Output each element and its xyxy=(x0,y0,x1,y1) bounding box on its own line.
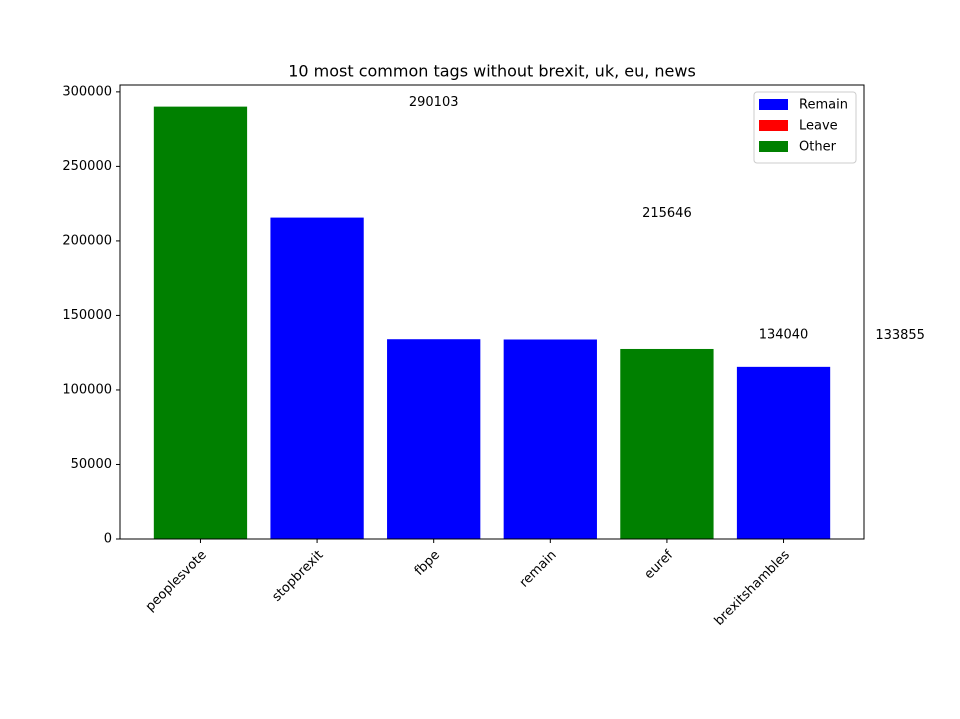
bar xyxy=(503,339,597,539)
x-tick-label: fbpe xyxy=(412,548,443,579)
x-tick-label: stopbrexit xyxy=(269,548,326,605)
legend-label: Remain xyxy=(799,98,848,113)
y-tick-label: 300000 xyxy=(62,84,112,99)
bar xyxy=(153,106,248,539)
bar xyxy=(736,366,831,539)
x-tick-label: remain xyxy=(517,548,560,591)
x-tick-label: euref xyxy=(642,547,677,582)
legend-swatch xyxy=(759,120,788,131)
y-tick-label: 100000 xyxy=(62,382,112,397)
data-label: 215646 xyxy=(642,206,692,221)
legend-label: Leave xyxy=(799,119,838,134)
y-tick-label: 250000 xyxy=(62,159,112,174)
y-tick-label: 50000 xyxy=(71,457,112,472)
y-tick-label: 0 xyxy=(104,532,112,547)
data-label: 133855 xyxy=(875,328,925,343)
axes-frame xyxy=(119,84,865,540)
y-tick-label: 150000 xyxy=(62,308,112,323)
data-label: 290103 xyxy=(409,95,459,110)
x-tick-label: brexitshambles xyxy=(712,548,793,629)
chart-title: 10 most common tags without brexit, uk, … xyxy=(288,62,696,81)
bar xyxy=(387,339,481,539)
legend-swatch xyxy=(759,141,788,152)
bar xyxy=(270,217,364,540)
legend-label: Other xyxy=(799,140,837,155)
y-tick-label: 200000 xyxy=(62,233,112,248)
bar xyxy=(620,348,714,539)
x-tick-label: peoplesvote xyxy=(143,548,210,615)
legend-swatch xyxy=(759,99,788,110)
data-label: 134040 xyxy=(759,328,809,343)
